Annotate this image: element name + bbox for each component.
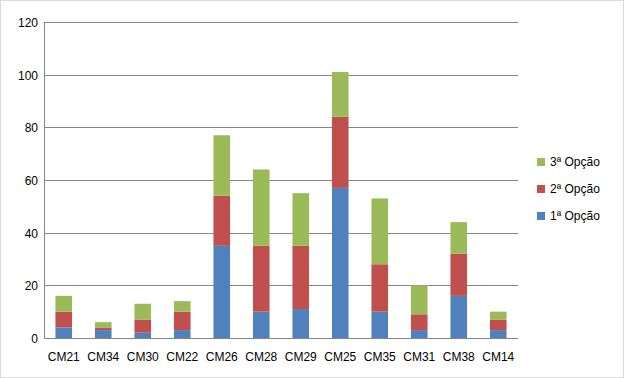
bar-segment <box>253 246 270 312</box>
x-tick-label: CM29 <box>285 350 317 364</box>
x-tick-label: CM25 <box>324 350 356 364</box>
x-tick-label: CM38 <box>443 350 475 364</box>
bar-segment <box>134 304 151 320</box>
bar-segment <box>134 333 151 338</box>
x-axis <box>44 338 518 339</box>
bar-segment <box>55 327 72 338</box>
legend-label: 2ª Opção <box>550 182 600 196</box>
y-tick-label: 120 <box>18 16 38 30</box>
bar-segment <box>253 169 270 245</box>
y-tick-label: 60 <box>25 174 39 188</box>
grid-line <box>44 22 518 23</box>
bar-segment <box>213 246 230 338</box>
legend-swatch <box>537 212 545 220</box>
bar-segment <box>95 327 112 330</box>
x-tick-label: CM22 <box>166 350 198 364</box>
legend-swatch <box>537 158 545 166</box>
grid-line <box>44 285 518 286</box>
bar-segment <box>292 246 309 309</box>
y-tick-label: 80 <box>25 121 39 135</box>
y-tick-label: 20 <box>25 279 39 293</box>
y-tick-label: 100 <box>18 69 38 83</box>
legend-label: 3ª Opção <box>550 155 600 169</box>
bar-segment <box>411 330 428 338</box>
grid-line <box>44 233 518 234</box>
bar-segment <box>332 188 349 338</box>
x-tick-label: CM34 <box>87 350 119 364</box>
bar-segment <box>174 330 191 338</box>
x-tick-label: CM31 <box>403 350 435 364</box>
bar-segment <box>490 320 507 331</box>
y-tick-label: 40 <box>25 227 39 241</box>
bar-segment <box>411 285 428 314</box>
bar-segment <box>292 193 309 246</box>
bar-segment <box>371 198 388 264</box>
bar-segment <box>174 301 191 312</box>
bar-segment <box>332 72 349 117</box>
bar-segment <box>55 296 72 312</box>
x-tick-label: CM30 <box>127 350 159 364</box>
y-axis <box>44 22 45 338</box>
bar-segment <box>253 312 270 338</box>
bar-segment <box>95 330 112 338</box>
x-tick-label: CM28 <box>245 350 277 364</box>
bar-segment <box>332 117 349 188</box>
bar-segment <box>292 309 309 338</box>
grid-line <box>44 180 518 181</box>
bar-segment <box>213 196 230 246</box>
chart-border <box>1 1 624 378</box>
y-tick-label: 0 <box>31 332 38 346</box>
bar-segment <box>55 312 72 328</box>
bar-segment <box>174 312 191 330</box>
legend-label: 1ª Opção <box>550 209 600 223</box>
x-tick-label: CM35 <box>364 350 396 364</box>
grid-line <box>44 75 518 76</box>
bar-segment <box>134 320 151 333</box>
bar-segment <box>450 254 467 296</box>
bar-segment <box>411 314 428 330</box>
bar-segment <box>490 330 507 338</box>
legend-swatch <box>537 185 545 193</box>
bars <box>55 72 506 338</box>
bar-segment <box>371 264 388 311</box>
x-tick-label: CM14 <box>482 350 514 364</box>
bar-segment <box>490 312 507 320</box>
bar-segment <box>450 296 467 338</box>
bar-segment <box>95 322 112 327</box>
grid-line <box>44 127 518 128</box>
x-tick-label: CM21 <box>48 350 80 364</box>
bar-segment <box>213 135 230 196</box>
bar-segment <box>450 222 467 254</box>
x-tick-label: CM26 <box>206 350 238 364</box>
grid-line <box>44 338 518 339</box>
bar-segment <box>371 312 388 338</box>
chart: 0 20 40 60 80 100 120 CM21 CM34 CM30 CM22 CM26 CM28 C… <box>0 0 624 378</box>
